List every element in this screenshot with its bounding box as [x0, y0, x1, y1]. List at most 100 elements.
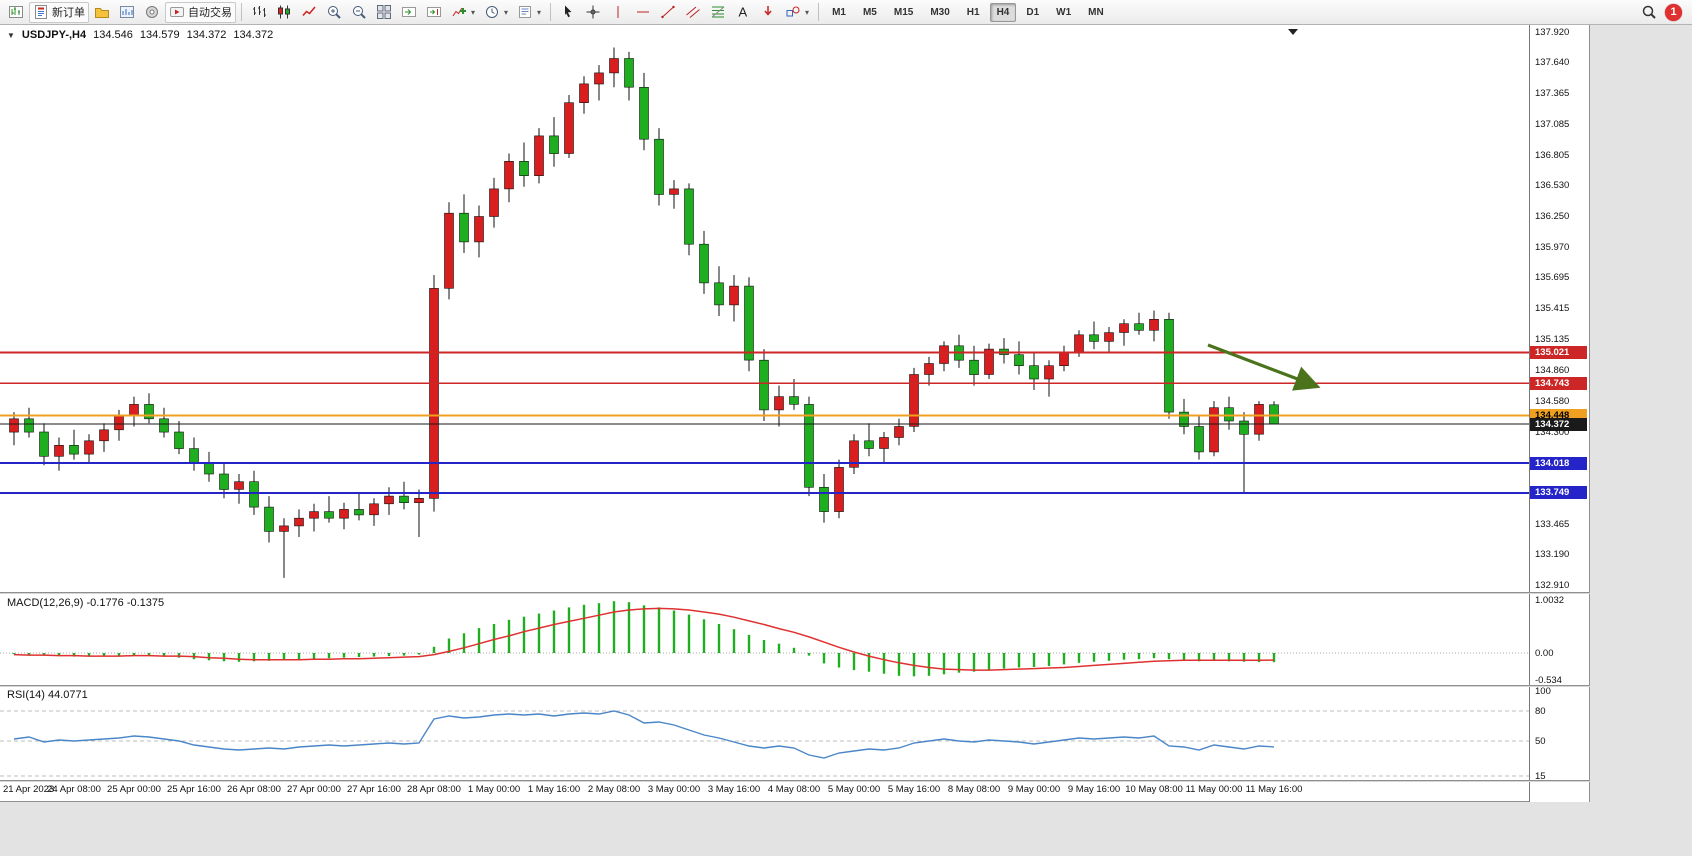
- periods-button[interactable]: ▾: [480, 2, 512, 23]
- candle: [444, 202, 454, 300]
- zoom-in-button[interactable]: [322, 2, 346, 23]
- panel-divider[interactable]: [0, 685, 1590, 687]
- time-axis-label: 1 May 16:00: [527, 784, 581, 795]
- indicators-button[interactable]: ▾: [447, 2, 479, 23]
- cursor-button[interactable]: [556, 2, 580, 23]
- chart-shift-button[interactable]: [422, 2, 446, 23]
- chart-add-icon: [9, 6, 23, 18]
- price-axis-label: 137.640: [1535, 57, 1570, 69]
- price-axis[interactable]: 137.920 137.640 137.365 137.085 136.805 136.5…: [1529, 25, 1589, 802]
- candle: [579, 76, 589, 114]
- price-axis-label: 133.190: [1535, 549, 1570, 561]
- auto-trading-button[interactable]: 自动交易: [165, 1, 236, 23]
- candle: [534, 128, 544, 184]
- timeframe-h1-button[interactable]: H1: [966, 6, 980, 18]
- autotrade-icon: [170, 7, 184, 17]
- new-order-button[interactable]: 新订单: [29, 1, 89, 23]
- price-axis-label: 132.910: [1535, 580, 1570, 592]
- candle: [1209, 401, 1219, 457]
- timeframe-h4-button[interactable]: H4: [989, 2, 1017, 22]
- price-axis-label: 133.465: [1535, 518, 1570, 530]
- equidistant-channel-button[interactable]: [681, 2, 705, 23]
- vline-icon: [617, 6, 619, 18]
- candle: [864, 423, 874, 457]
- candle: [339, 502, 349, 530]
- timeframe-d1-button[interactable]: D1: [1026, 6, 1040, 18]
- time-axis-label: 21 Apr 2023: [3, 784, 55, 795]
- candle: [114, 409, 124, 441]
- timeframe-w1-button[interactable]: W1: [1056, 6, 1072, 18]
- candle: [84, 434, 94, 463]
- bar-chart-mode-button[interactable]: [247, 2, 271, 23]
- time-axis-label: 3 May 16:00: [707, 784, 761, 795]
- symbol-dropdown-icon[interactable]: ▼: [7, 30, 15, 40]
- chevron-down-icon: ▾: [504, 7, 509, 17]
- candle: [804, 396, 814, 497]
- price-axis-label: 134.300: [1535, 426, 1570, 438]
- time-axis-label: 4 May 08:00: [767, 784, 821, 795]
- timeframe-m30-button[interactable]: M30: [930, 6, 950, 18]
- autoscroll-icon: [402, 7, 416, 17]
- candle: [504, 153, 514, 203]
- chart-profiles-button[interactable]: [90, 2, 114, 23]
- market-watch-button[interactable]: [115, 2, 139, 23]
- notification-badge[interactable]: 1: [1665, 3, 1682, 21]
- trend-arrow-annotation[interactable]: [1207, 343, 1321, 391]
- price-axis-label: 136.530: [1535, 180, 1570, 192]
- chevron-down-icon: ▾: [805, 7, 810, 17]
- main-toolbar: 新订单 自动交易 ▾ ▾ ▾ A ▾ M1 M5 M15 M30 H1 H4 D1 W1 MN 1: [0, 0, 1692, 25]
- fibonacci-button[interactable]: [706, 2, 730, 23]
- zoom-in-icon: [328, 6, 341, 19]
- svg-text:A: A: [739, 5, 748, 20]
- candlestick-mode-button[interactable]: [272, 2, 296, 23]
- high-value: 134.579: [139, 29, 180, 41]
- search-icon[interactable]: [1641, 4, 1657, 20]
- timeframe-m5-button[interactable]: M5: [862, 6, 877, 18]
- candle: [309, 503, 319, 532]
- timeframe-mn-button[interactable]: MN: [1088, 6, 1104, 18]
- time-axis-label: 5 May 16:00: [887, 784, 941, 795]
- arrows-tool-button[interactable]: [756, 2, 780, 23]
- text-label-button[interactable]: A: [731, 2, 755, 23]
- shapes-button[interactable]: ▾: [781, 2, 813, 23]
- candle: [879, 432, 889, 463]
- chart-window: ▼ USDJPY-,H4 134.546 134.579 134.372 134…: [0, 25, 1590, 802]
- time-axis-label: 28 Apr 08:00: [407, 784, 461, 795]
- panel-divider[interactable]: [0, 592, 1590, 594]
- time-axis[interactable]: 21 Apr 2023 24 Apr 08:00 25 Apr 00:00 25 Ap…: [0, 782, 1529, 802]
- trendline-button[interactable]: [656, 2, 680, 23]
- symbol-period-label: USDJPY-,H4: [21, 29, 87, 41]
- vertical-line-button[interactable]: [606, 2, 630, 23]
- line-chart-mode-button[interactable]: [297, 2, 321, 23]
- price-axis-label: 137.920: [1535, 26, 1570, 38]
- candle: [234, 474, 244, 504]
- candle: [1269, 401, 1279, 425]
- timeframe-m1-button[interactable]: M1: [832, 6, 846, 18]
- data-window-button[interactable]: [140, 2, 164, 23]
- candle: [834, 459, 844, 519]
- crosshair-button[interactable]: [581, 2, 605, 23]
- chart-canvas[interactable]: [0, 25, 1529, 781]
- price-axis-label: 135.970: [1535, 241, 1570, 253]
- auto-scroll-button[interactable]: [397, 2, 421, 23]
- timeframe-m15-button[interactable]: M15: [893, 6, 914, 18]
- bars-icon: [253, 6, 266, 17]
- horizontal-line-button[interactable]: [631, 2, 655, 23]
- fibonacci-icon: [711, 6, 725, 18]
- tile-windows-button[interactable]: [372, 2, 396, 23]
- candle: [399, 481, 409, 510]
- close-value: 134.372: [233, 29, 274, 41]
- zoom-out-icon: [353, 6, 366, 19]
- new-chart-button[interactable]: [4, 2, 28, 23]
- rsi-title: RSI(14): [7, 689, 45, 701]
- macd-axis-label: -0.534: [1535, 675, 1562, 687]
- panel-divider[interactable]: [0, 780, 1590, 782]
- candle: [174, 421, 184, 455]
- templates-button[interactable]: ▾: [513, 2, 545, 23]
- candle: [129, 396, 139, 427]
- zoom-out-button[interactable]: [347, 2, 371, 23]
- candle: [759, 349, 769, 421]
- hline-price-badge: 134.743: [1530, 376, 1587, 390]
- scroll-marker-icon[interactable]: [1288, 29, 1298, 35]
- auto-trading-label: 自动交易: [188, 7, 232, 19]
